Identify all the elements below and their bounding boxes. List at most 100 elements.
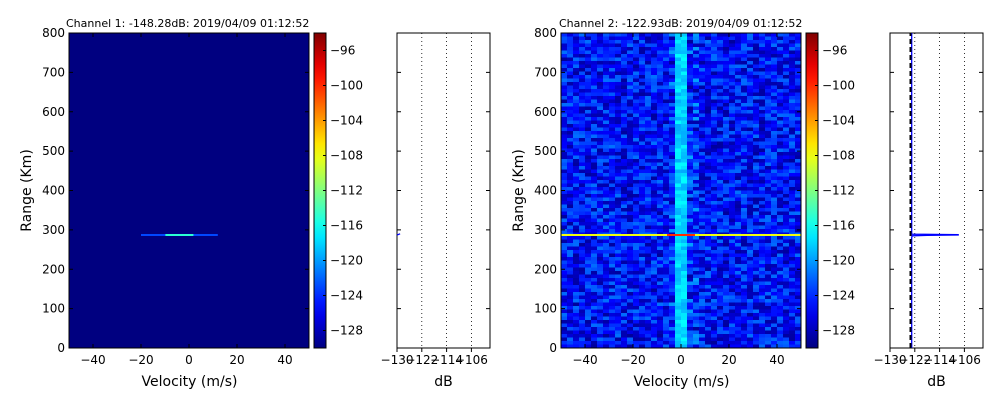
heatmap-cell — [765, 341, 772, 345]
heatmap-cell — [723, 113, 730, 118]
heatmap-cell — [621, 306, 628, 310]
heatmap-cell — [711, 218, 718, 223]
heatmap-cell — [777, 162, 784, 167]
heatmap-cell — [705, 295, 712, 300]
heatmap-cell — [681, 208, 688, 212]
heatmap-cell — [789, 341, 796, 345]
heatmap-cell — [621, 117, 628, 121]
colorbar-tick-label: −104 — [822, 114, 855, 128]
heatmap-cell — [657, 57, 664, 62]
heatmap-cell — [573, 82, 580, 86]
heatmap-cell — [591, 330, 598, 335]
heatmap-cell — [591, 183, 598, 188]
heatmap-cell — [771, 155, 778, 160]
heatmap-cell — [573, 246, 580, 251]
heatmap-cell — [585, 141, 592, 146]
heatmap-cell — [705, 341, 712, 345]
heatmap-cell — [615, 155, 622, 160]
heatmap-cell — [639, 106, 646, 111]
heatmap-cell — [789, 106, 796, 111]
heatmap-cell — [711, 145, 718, 149]
heatmap-cell — [735, 103, 742, 107]
heatmap-cell — [627, 159, 634, 163]
heatmap-cell — [759, 33, 766, 37]
heatmap-cell — [621, 61, 628, 65]
heatmap-cell — [717, 267, 724, 272]
heatmap-cell — [573, 190, 580, 195]
heatmap-cell — [771, 82, 778, 86]
heatmap-cell — [639, 306, 646, 310]
heatmap-cell — [735, 106, 742, 111]
heatmap-cell — [723, 218, 730, 223]
heatmap-cell — [567, 204, 574, 209]
heatmap-cell — [585, 260, 592, 265]
heatmap-cell — [693, 299, 700, 303]
heatmap-cell — [705, 197, 712, 202]
heatmap-cell — [609, 145, 616, 149]
heatmap-cell — [669, 309, 676, 314]
heatmap-cell — [663, 117, 670, 121]
heatmap-cell — [597, 106, 604, 111]
heatmap-cell — [567, 208, 574, 212]
heatmap-cell — [699, 260, 706, 265]
heatmap-cell — [759, 197, 766, 202]
heatmap-cell — [657, 127, 664, 132]
heatmap-cell — [621, 222, 628, 226]
heatmap-cell — [729, 148, 736, 153]
heatmap-cell — [663, 274, 670, 279]
heatmap-cell — [597, 40, 604, 44]
heatmap-cell — [573, 295, 580, 300]
heatmap-cell — [591, 106, 598, 111]
heatmap-cell — [783, 288, 790, 293]
heatmap-cell — [747, 341, 754, 345]
heatmap-cell — [651, 320, 658, 324]
heatmap-cell — [573, 148, 580, 153]
heatmap-cell — [723, 40, 730, 44]
heatmap-cell — [717, 201, 724, 205]
heatmap-cell — [657, 253, 664, 258]
heatmap-cell — [621, 131, 628, 135]
heatmap-cell — [723, 260, 730, 265]
heatmap-cell — [639, 337, 646, 342]
heatmap-cell — [705, 36, 712, 41]
heatmap-cell — [717, 215, 724, 219]
heatmap-cell — [699, 313, 706, 317]
heatmap-cell — [675, 99, 682, 104]
heatmap-cell — [795, 64, 802, 69]
heatmap-cell — [639, 201, 646, 205]
heatmap-cell — [561, 169, 568, 174]
heatmap-cell — [621, 152, 628, 156]
heatmap-cell — [741, 162, 748, 167]
heatmap-cell — [783, 75, 790, 79]
heatmap-cell — [603, 264, 610, 268]
heatmap-cell — [693, 117, 700, 121]
heatmap-cell — [663, 33, 670, 37]
heatmap-cell — [687, 211, 694, 216]
heatmap-cell — [675, 215, 682, 219]
heatmap-cell — [597, 68, 604, 72]
heatmap-cell — [645, 64, 652, 69]
heatmap-cell — [669, 208, 676, 212]
heatmap-cell — [735, 134, 742, 139]
heatmap-cell — [669, 106, 676, 111]
heatmap-cell — [657, 162, 664, 167]
heatmap-cell — [561, 229, 568, 233]
heatmap-cell — [681, 327, 688, 331]
heatmap-cell — [681, 61, 688, 65]
heatmap-cell — [735, 187, 742, 191]
heatmap-cell — [723, 208, 730, 212]
heatmap-cell — [723, 264, 730, 268]
heatmap-cell — [675, 43, 682, 48]
heatmap-cell — [615, 194, 622, 198]
heatmap-cell — [777, 92, 784, 97]
heatmap-cell — [615, 82, 622, 86]
heatmap-cell — [627, 309, 634, 314]
heatmap-cell — [663, 320, 670, 324]
heatmap-cell — [651, 103, 658, 107]
heatmap-cell — [603, 313, 610, 317]
heatmap-cell — [633, 309, 640, 314]
heatmap-cell — [603, 218, 610, 223]
heatmap-cell — [687, 257, 694, 261]
heatmap-cell — [573, 341, 580, 345]
heatmap-cell — [669, 299, 676, 303]
